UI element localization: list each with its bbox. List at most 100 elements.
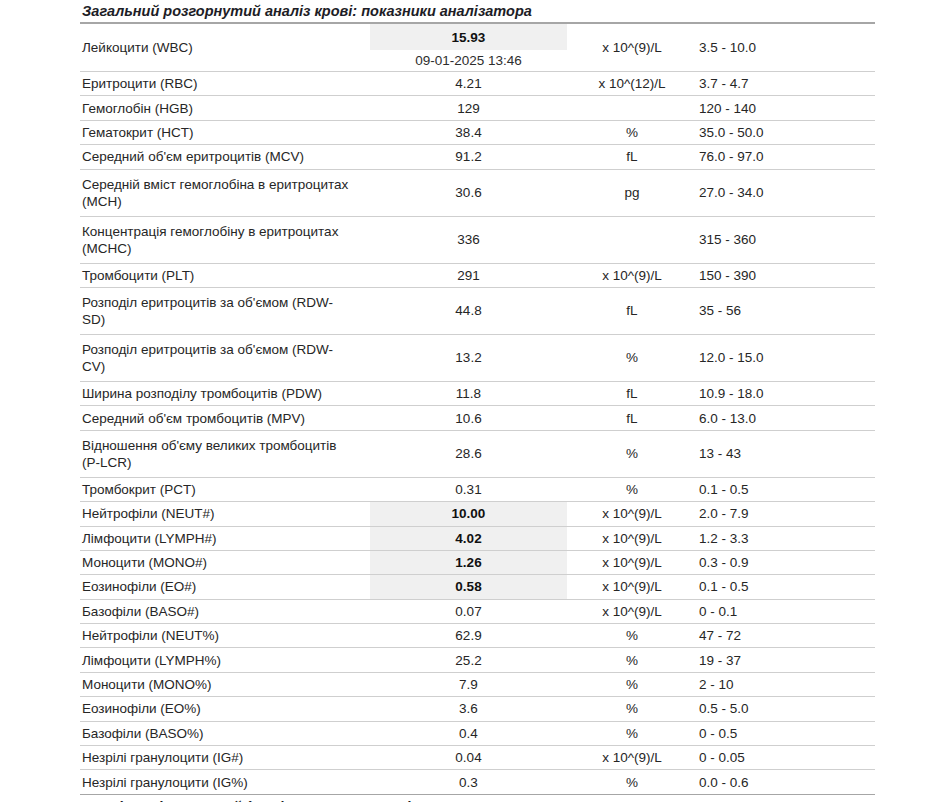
analyte-name: Незрілі гранулоцити (IG#): [80, 749, 370, 766]
analyte-unit: x 10^(9)/L: [567, 39, 697, 56]
analyte-unit: x 10^(9)/L: [567, 554, 697, 571]
analyte-name: Еозинофіли (EO#): [80, 578, 370, 595]
table-row: Розподіл еритроцитів за об'ємом (RDW-CV)…: [80, 335, 875, 382]
reference-range: 3.5 - 10.0: [697, 39, 875, 56]
analyte-value-cell: 336: [370, 217, 567, 263]
table-row: Базофіли (BASO%) 0.4 % 0 - 0.5: [80, 722, 875, 746]
analyte-unit: x 10^(9)/L: [567, 603, 697, 620]
analyte-value: 25.2: [370, 648, 567, 671]
analyte-name: Нейтрофіли (NEUT%): [80, 627, 370, 644]
analyte-value: 10.6: [370, 406, 567, 429]
reference-range: 27.0 - 34.0: [697, 184, 875, 201]
analyte-name: Розподіл еритроцитів за об'ємом (RDW-SD): [80, 294, 370, 328]
analyte-value-cell: 1.26: [370, 551, 567, 574]
analyte-unit: %: [567, 700, 697, 717]
table-row: Еозинофіли (EO#) 0.58 x 10^(9)/L 0.1 - 0…: [80, 575, 875, 599]
reference-range: 315 - 360: [697, 231, 875, 248]
analyte-value-cell: 28.6: [370, 431, 567, 477]
analyte-value-cell: 3.6: [370, 697, 567, 720]
table-row: Середній вміст гемоглобіна в еритроцитах…: [80, 170, 875, 217]
analyte-value-cell: 0.31: [370, 478, 567, 501]
analyte-value: 13.2: [370, 335, 567, 381]
reference-range: 47 - 72: [697, 627, 875, 644]
analyte-value: 4.21: [370, 72, 567, 95]
table-row: Моноцити (MONO#) 1.26 x 10^(9)/L 0.3 - 0…: [80, 551, 875, 575]
analyte-value: 129: [370, 96, 567, 119]
analyte-value-cell: 7.9: [370, 673, 567, 696]
analyte-name: Базофіли (BASO%): [80, 725, 370, 742]
reference-range: 1.2 - 3.3: [697, 530, 875, 547]
reference-range: 0.0 - 0.6: [697, 774, 875, 791]
analyte-name: Еритроцити (RBC): [80, 75, 370, 92]
analyte-value: 38.4: [370, 121, 567, 144]
analyte-name: Лімфоцити (LYMPH#): [80, 530, 370, 547]
reference-range: 2.0 - 7.9: [697, 505, 875, 522]
analyte-value-cell: 0.04: [370, 746, 567, 769]
analyte-name: Середний об'єм тромбоцитів (MPV): [80, 410, 370, 427]
analyte-unit: %: [567, 349, 697, 366]
reference-range: 0.1 - 0.5: [697, 578, 875, 595]
analyte-value-cell: 4.02: [370, 527, 567, 550]
analyte-unit: x 10^(9)/L: [567, 505, 697, 522]
analyte-value: 30.6: [370, 170, 567, 216]
analyte-value-cell: 10.00: [370, 502, 567, 525]
section-title-next-clipped: Аналіз сечі загальний (ЗАС): показники а…: [82, 798, 875, 802]
analyte-value-cell: 4.21: [370, 72, 567, 95]
analyte-unit: %: [567, 725, 697, 742]
analyte-value-cell: 25.2: [370, 648, 567, 671]
table-row: Гемоглобін (HGB) 129 120 - 140: [80, 96, 875, 120]
reference-range: 76.0 - 97.0: [697, 148, 875, 165]
reference-range: 0.5 - 5.0: [697, 700, 875, 717]
reference-range: 35 - 56: [697, 302, 875, 319]
analyte-value-cell: 0.07: [370, 600, 567, 623]
analyte-unit: %: [567, 676, 697, 693]
analyte-value-cell: 30.6: [370, 170, 567, 216]
analyte-name: Лейкоцити (WBC): [80, 39, 370, 56]
analyte-name: Нейтрофіли (NEUT#): [80, 505, 370, 522]
analyte-value: 1.26: [370, 551, 567, 574]
analyte-value: 3.6: [370, 697, 567, 720]
reference-range: 0.1 - 0.5: [697, 481, 875, 498]
analyte-value-cell: 0.3: [370, 770, 567, 793]
analyte-value-cell: 13.2: [370, 335, 567, 381]
analyte-value-cell: 38.4: [370, 121, 567, 144]
analyte-value-cell: 291: [370, 264, 567, 287]
reference-range: 10.9 - 18.0: [697, 385, 875, 402]
analyte-name: Середній вміст гемоглобіна в еритроцитах…: [80, 176, 370, 210]
analyte-unit: fL: [567, 410, 697, 427]
reference-range: 6.0 - 13.0: [697, 410, 875, 427]
table-row: Концентрація гемоглобіну в еритроцитах (…: [80, 217, 875, 264]
analyte-unit: %: [567, 124, 697, 141]
reference-range: 0 - 0.1: [697, 603, 875, 620]
analyte-name: Гематокрит (HCT): [80, 124, 370, 141]
reference-range: 150 - 390: [697, 267, 875, 284]
table-row: Базофіли (BASO#) 0.07 x 10^(9)/L 0 - 0.1: [80, 600, 875, 624]
reference-range: 3.7 - 4.7: [697, 75, 875, 92]
reference-range: 19 - 37: [697, 652, 875, 669]
analyte-value-cell: 0.58: [370, 575, 567, 598]
analyte-value: 91.2: [370, 145, 567, 168]
analyte-value: 0.4: [370, 722, 567, 745]
analyte-value: 0.07: [370, 600, 567, 623]
analyte-name: Ширина розподілу тромбоцитів (PDW): [80, 385, 370, 402]
table-row: Еозинофіли (EO%) 3.6 % 0.5 - 5.0: [80, 697, 875, 721]
analyte-unit: %: [567, 627, 697, 644]
table-row: Відношення об'єму великих тромбоцитів (P…: [80, 431, 875, 478]
analyte-unit: fL: [567, 302, 697, 319]
analyte-name: Середний об'єм еритроцитів (MCV): [80, 148, 370, 165]
analyte-value-cell: 129: [370, 96, 567, 119]
lab-report: Загальний розгорнутий аналіз крові: пока…: [80, 0, 875, 802]
table-row: Тромбокрит (PCT) 0.31 % 0.1 - 0.5: [80, 478, 875, 502]
table-row: Незрілі гранулоцити (IG#) 0.04 x 10^(9)/…: [80, 746, 875, 770]
analyte-value-cell: 11.8: [370, 382, 567, 405]
table-row: Еритроцити (RBC) 4.21 x 10^(12)/L 3.7 - …: [80, 72, 875, 96]
analyte-unit: %: [567, 774, 697, 791]
analyte-value-cell: 62.9: [370, 624, 567, 647]
analyte-value: 4.02: [370, 527, 567, 550]
analyte-value: 62.9: [370, 624, 567, 647]
analyte-unit: fL: [567, 385, 697, 402]
table-row: Середний об'єм еритроцитів (MCV) 91.2 fL…: [80, 145, 875, 169]
analyte-name: Моноцити (MONO#): [80, 554, 370, 571]
reference-range: 13 - 43: [697, 445, 875, 462]
analyte-name: Гемоглобін (HGB): [80, 100, 370, 117]
